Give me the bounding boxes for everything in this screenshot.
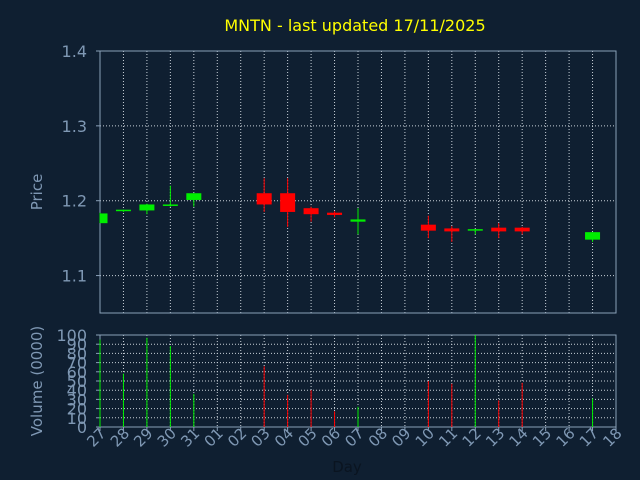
chart-title: MNTN - last updated 17/11/2025: [224, 16, 485, 35]
candle-body: [467, 229, 483, 231]
candle-body: [256, 193, 272, 205]
volume-tick-label: 0: [77, 418, 87, 437]
volume-tick-label: 90: [67, 335, 87, 354]
price-y-ticks: 1.1 1.2 1.3 1.4: [62, 42, 100, 286]
candle-body: [303, 208, 319, 215]
candle-body: [514, 227, 530, 232]
candle-body: [491, 227, 507, 232]
price-tick-label: 1.2: [62, 192, 87, 211]
candle-body: [162, 204, 178, 206]
candles: [99, 178, 601, 242]
candle-body: [444, 228, 460, 232]
candle-body: [100, 213, 108, 224]
price-tick-label: 1.4: [62, 42, 87, 61]
volume-tick-label: 100: [56, 326, 87, 345]
candle-body: [280, 193, 296, 212]
volume-tick-label: 20: [67, 400, 87, 419]
volume-tick-label: 10: [67, 409, 87, 428]
volume-tick-label: 80: [67, 344, 87, 363]
candle-body: [186, 193, 202, 200]
candle-body: [327, 212, 343, 215]
volume-bars: [99, 335, 594, 427]
volume-tick-label: 40: [67, 381, 87, 400]
price-plot-frame: [99, 50, 617, 314]
price-tick-label: 1.3: [62, 117, 87, 136]
price-tick-label: 1.1: [62, 267, 87, 286]
candle-body: [420, 224, 436, 231]
volume-tick-label: 70: [67, 354, 87, 373]
price-axis-label: Price: [28, 174, 46, 211]
volume-tick-label: 60: [67, 363, 87, 382]
price-grid: [100, 51, 616, 313]
candle-body: [115, 209, 131, 212]
volume-axis-label: Volume (0000): [28, 326, 46, 436]
volume-tick-label: 50: [67, 372, 87, 391]
candle-body: [350, 219, 366, 222]
candle-body: [585, 232, 601, 240]
x-ticks: 2728293031010203040506070809101112131415…: [83, 424, 625, 450]
candle-body: [139, 204, 155, 211]
x-axis-label: Day: [332, 458, 362, 476]
volume-tick-label: 30: [67, 390, 87, 409]
